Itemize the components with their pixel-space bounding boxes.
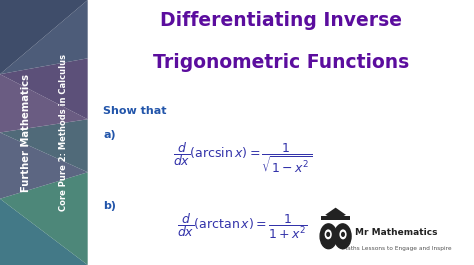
Circle shape (325, 230, 331, 239)
Text: Mr Mathematics: Mr Mathematics (356, 228, 438, 237)
Circle shape (327, 232, 329, 236)
Polygon shape (0, 199, 88, 265)
Text: Core Pure 2: Methods in Calculus: Core Pure 2: Methods in Calculus (59, 54, 68, 211)
Polygon shape (0, 172, 88, 265)
Polygon shape (0, 58, 88, 119)
Text: Differentiating Inverse: Differentiating Inverse (160, 11, 402, 30)
Polygon shape (0, 119, 88, 172)
Text: Further Mathematics: Further Mathematics (21, 73, 31, 192)
Circle shape (342, 232, 344, 236)
Text: $\dfrac{d}{dx}(\arcsin x) = \dfrac{1}{\sqrt{1-x^2}}$: $\dfrac{d}{dx}(\arcsin x) = \dfrac{1}{\s… (173, 140, 312, 176)
Polygon shape (0, 0, 88, 74)
Text: $\dfrac{d}{dx}(\arctan x) = \dfrac{1}{1+x^2}$: $\dfrac{d}{dx}(\arctan x) = \dfrac{1}{1+… (177, 212, 308, 241)
Polygon shape (325, 208, 346, 220)
Text: Show that: Show that (103, 106, 167, 116)
Polygon shape (0, 0, 88, 74)
Polygon shape (321, 216, 350, 220)
Circle shape (320, 224, 337, 249)
Text: Trigonometric Functions: Trigonometric Functions (153, 53, 409, 72)
Text: a): a) (103, 130, 116, 140)
Circle shape (340, 230, 346, 239)
Text: Maths Lessons to Engage and Inspire: Maths Lessons to Engage and Inspire (342, 246, 452, 251)
Circle shape (334, 224, 351, 249)
Polygon shape (0, 132, 88, 199)
Polygon shape (0, 74, 88, 132)
Text: b): b) (103, 201, 116, 211)
